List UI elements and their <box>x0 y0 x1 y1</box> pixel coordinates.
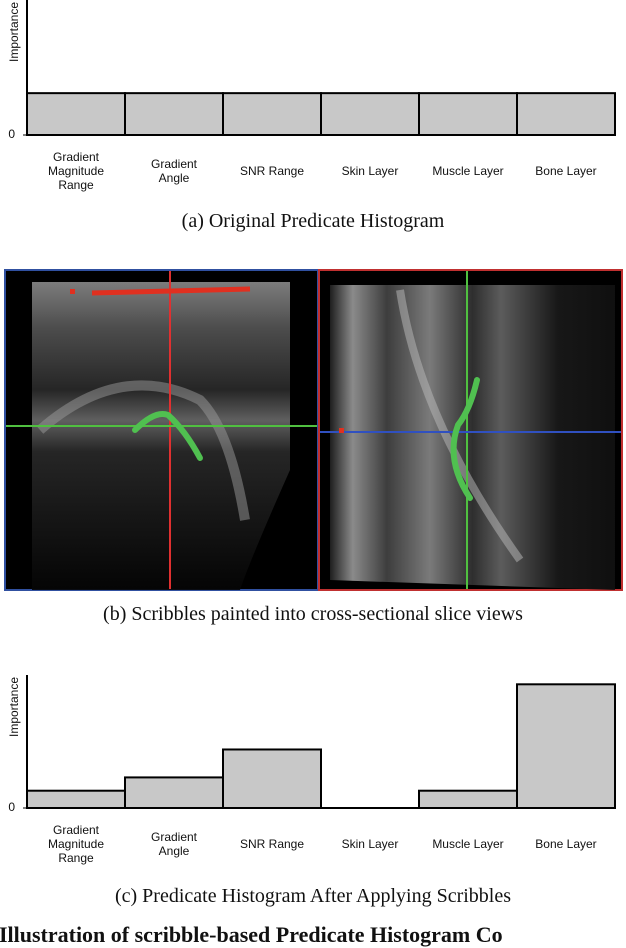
bar <box>222 92 322 136</box>
x-tick-label: Muscle Layer <box>432 164 504 178</box>
y-tick-label: 0 <box>8 127 15 141</box>
left-image <box>32 282 290 590</box>
bar <box>26 92 126 136</box>
scribble <box>91 286 251 296</box>
y-axis-label: Importance <box>7 677 21 737</box>
x-tick-label: Bone Layer <box>535 837 597 851</box>
bar <box>222 748 322 809</box>
x-tick-label: Skin Layer <box>341 837 399 851</box>
bar <box>26 789 126 810</box>
x-tick-label: SNR Range <box>239 164 305 178</box>
scribble <box>339 428 344 433</box>
x-tick-label: Muscle Layer <box>432 837 504 851</box>
x-tick-label: Gradient Magnitude Range <box>47 823 105 865</box>
scribble <box>132 411 203 461</box>
bar <box>418 789 518 810</box>
x-tick-label: Bone Layer <box>535 164 597 178</box>
caption: (a) Original Predicate Histogram <box>181 210 445 232</box>
y-axis-label: Importance <box>7 2 21 62</box>
x-tick-label: Gradient Angle <box>150 157 198 185</box>
x-tick-label: Gradient Angle <box>150 830 198 858</box>
footer-text: l: Illustration of scribble-based Predic… <box>0 922 503 947</box>
slice-views <box>4 269 623 591</box>
scribble <box>450 377 480 501</box>
bar <box>124 92 224 136</box>
bone-echo <box>36 380 250 521</box>
x-tick-label: Gradient Magnitude Range <box>47 150 105 192</box>
right-image <box>330 285 615 590</box>
bar <box>516 92 616 136</box>
x-tick-label: SNR Range <box>239 837 305 851</box>
tissue-echo <box>396 289 524 563</box>
bar <box>418 92 518 136</box>
caption: (c) Predicate Histogram After Applying S… <box>114 885 511 907</box>
x-tick-label: Skin Layer <box>341 164 399 178</box>
bar <box>516 683 616 809</box>
bar <box>124 776 224 809</box>
caption: (b) Scribbles painted into cross-section… <box>103 603 523 625</box>
bar <box>320 92 420 136</box>
scribble <box>70 289 75 294</box>
y-tick-label: 0 <box>8 800 15 814</box>
